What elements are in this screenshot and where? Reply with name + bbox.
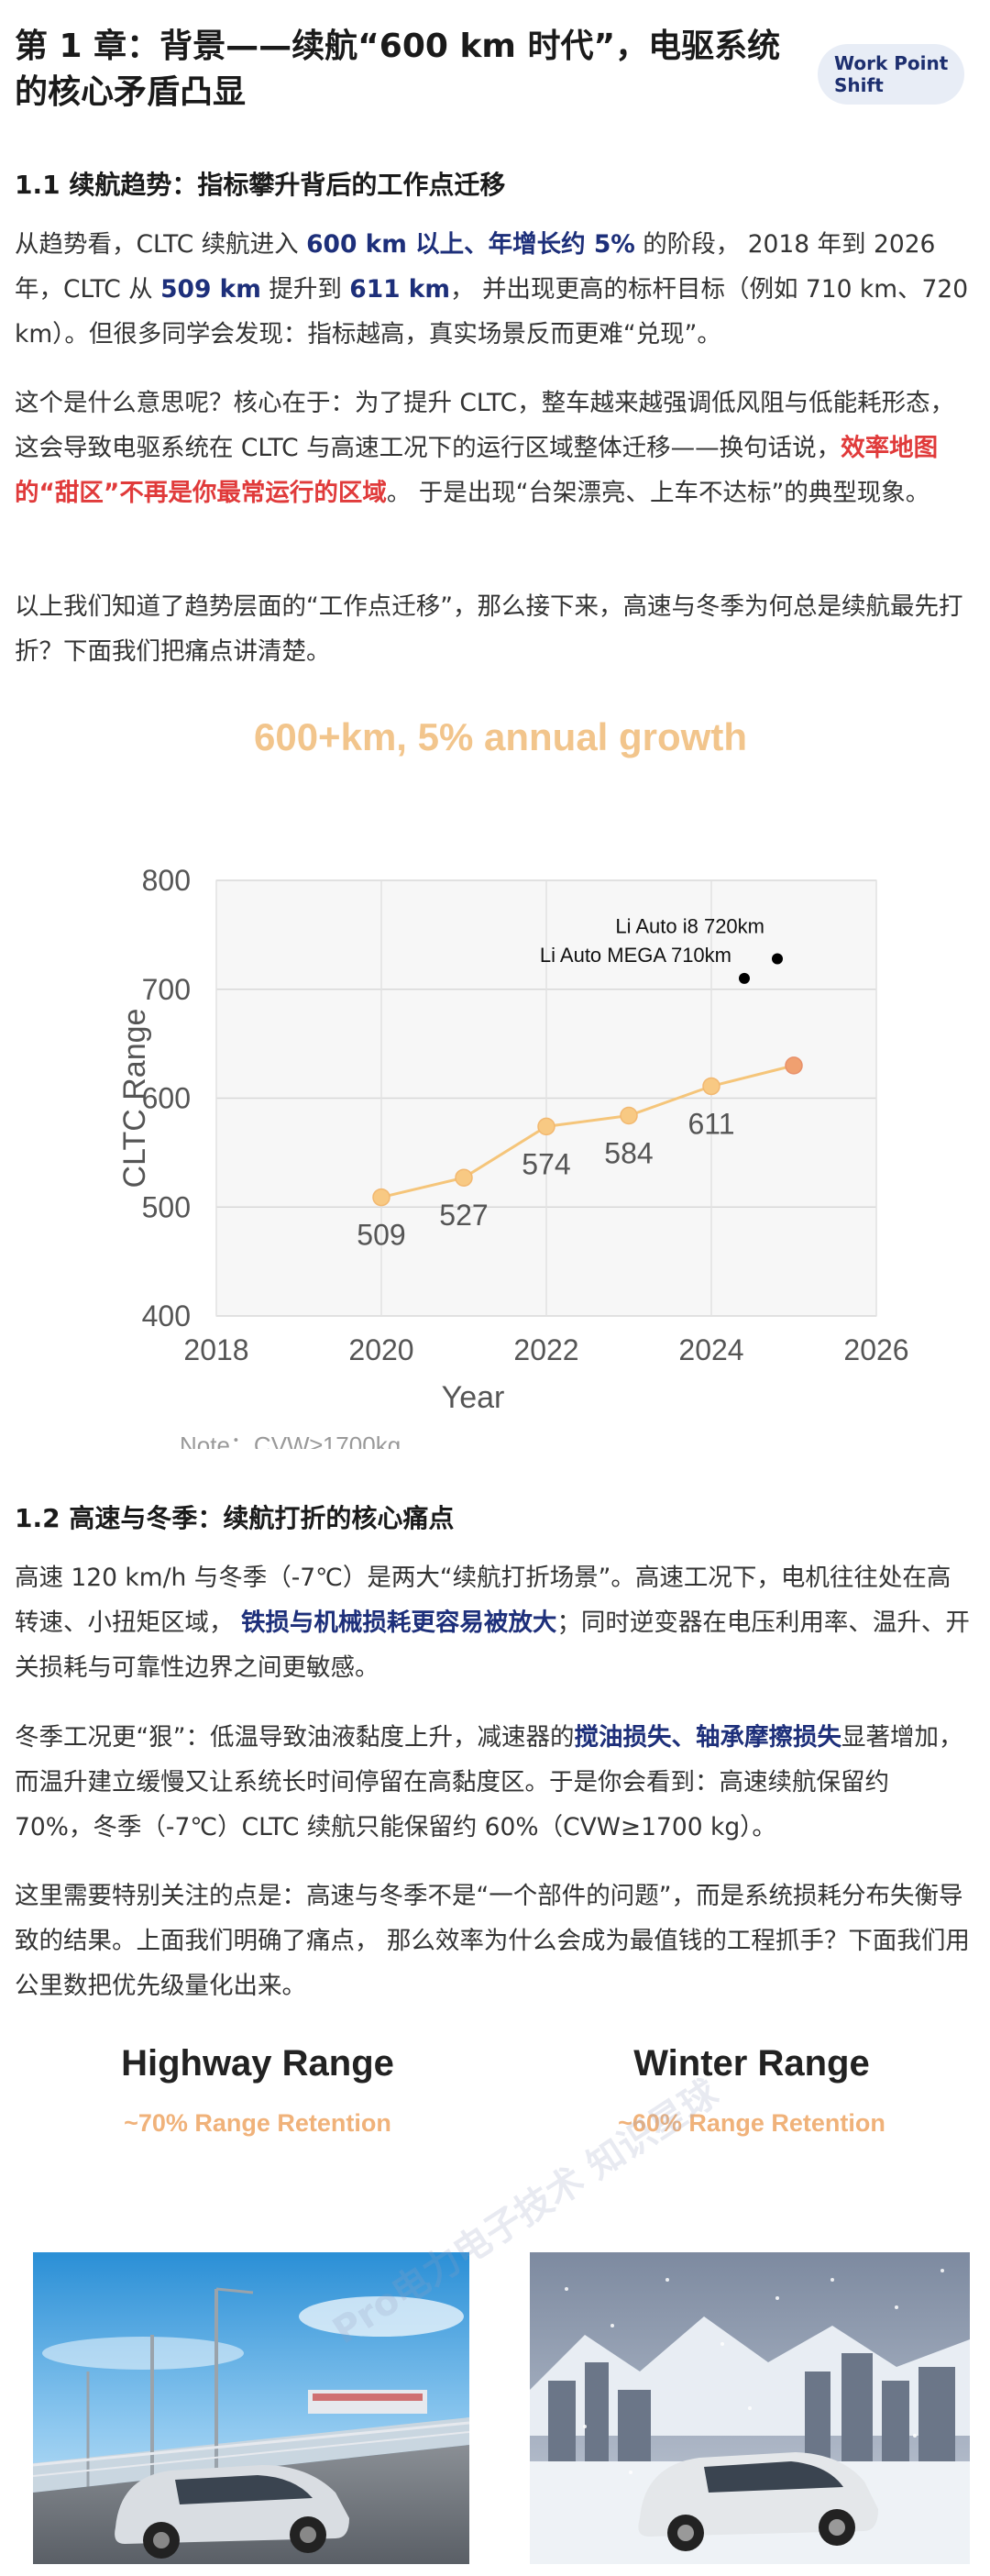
- winter-car: [638, 2452, 878, 2551]
- y-tick-label: 700: [142, 973, 191, 1006]
- x-tick-label: 2024: [678, 1333, 743, 1366]
- data-label: 611: [688, 1107, 734, 1140]
- trend-point: [702, 1077, 720, 1096]
- x-tick-label: 2026: [843, 1333, 908, 1366]
- highway-car: [115, 2465, 349, 2559]
- trend-point: [620, 1106, 638, 1125]
- y-tick-label: 600: [142, 1082, 191, 1115]
- x-tick-label: 2022: [513, 1333, 578, 1366]
- chart-title: 600+km, 5% annual growth: [254, 715, 747, 758]
- highway-scene: [33, 2252, 469, 2564]
- trend-point: [455, 1168, 473, 1187]
- data-label: 527: [439, 1199, 488, 1232]
- x-tick-label: 2020: [348, 1333, 413, 1366]
- winter-retention-label: ~60% Range Retention: [618, 2109, 886, 2137]
- y-tick-label: 400: [142, 1299, 191, 1332]
- range-retention-figure: Highway Range ~70% Range Retention Winte…: [15, 2018, 975, 2568]
- section-1-2-heading: 1.2 高速与冬季：续航打折的核心痛点: [15, 1503, 455, 1533]
- chart-note: Note：CVW≥1700kg: [180, 1432, 401, 1449]
- winter-scene: [530, 2252, 970, 2564]
- y-tick-label: 500: [142, 1190, 191, 1223]
- winter-photo: [530, 2252, 970, 2564]
- x-tick-label: 2018: [183, 1333, 248, 1366]
- paragraph-trend: 从趋势看，CLTC 续航进入 600 km 以上、年增长约 5% 的阶段， 20…: [15, 230, 969, 348]
- work-point-shift-badge: Work Point Shift: [818, 44, 964, 105]
- paragraph-system-loss: 这里需要特别关注的点是：高速与冬季不是“一个部件的问题”，而是系统损耗分布失衡导…: [15, 1882, 970, 2000]
- paragraph-winter: 冬季工况更“狠”：低温导致油液黏度上升，减速器的搅油损失、轴承摩擦损失显著增加，…: [15, 1723, 963, 1841]
- trend-line: [380, 1064, 795, 1200]
- winter-range-title: Winter Range: [633, 2043, 870, 2084]
- trend-point: [372, 1188, 390, 1207]
- paragraph-highway: 高速 120 km/h 与冬季（-7℃）是两大“续航打折场景”。高速工况下，电机…: [15, 1564, 970, 1682]
- y-axis-label: CLTC Range: [117, 1009, 152, 1188]
- paragraph-transition: 以上我们知道了趋势层面的“工作点迁移”，那么接下来，高速与冬季为何总是续航最先打…: [15, 592, 963, 666]
- highway-photo: [33, 2252, 469, 2564]
- chart-svg: 600+km, 5% annual growth 400 500 600 700 800 2…: [117, 715, 909, 1459]
- paragraph-core-issue: 这个是什么意思呢？核心在于：为了提升 CLTC，整车越来越强调低风阻与低能耗形态…: [15, 389, 955, 507]
- section-1-1-heading: 1.1 续航趋势：指标攀升背后的工作点迁移: [15, 170, 506, 200]
- highway-range-title: Highway Range: [121, 2043, 394, 2084]
- chapter-title: 第 1 章：背景——续航“600 km 时代”，电驱系统的核心矛盾凸显: [15, 28, 781, 111]
- benchmark-point: [772, 953, 783, 965]
- data-label: 574: [522, 1147, 570, 1180]
- trend-point: [537, 1117, 556, 1136]
- benchmark-point: [739, 972, 750, 984]
- benchmark-label: Li Auto MEGA 710km: [540, 944, 732, 967]
- data-label: 584: [604, 1137, 653, 1170]
- benchmark-label: Li Auto i8 720km: [615, 915, 764, 938]
- cltc-range-chart: 600+km, 5% annual growth 400 500 600 700 800 2…: [70, 697, 931, 1459]
- highway-retention-label: ~70% Range Retention: [124, 2109, 391, 2137]
- trend-point: [785, 1056, 803, 1075]
- x-axis-label: Year: [442, 1380, 505, 1415]
- data-label: 509: [357, 1219, 405, 1252]
- y-tick-label: 800: [142, 864, 191, 897]
